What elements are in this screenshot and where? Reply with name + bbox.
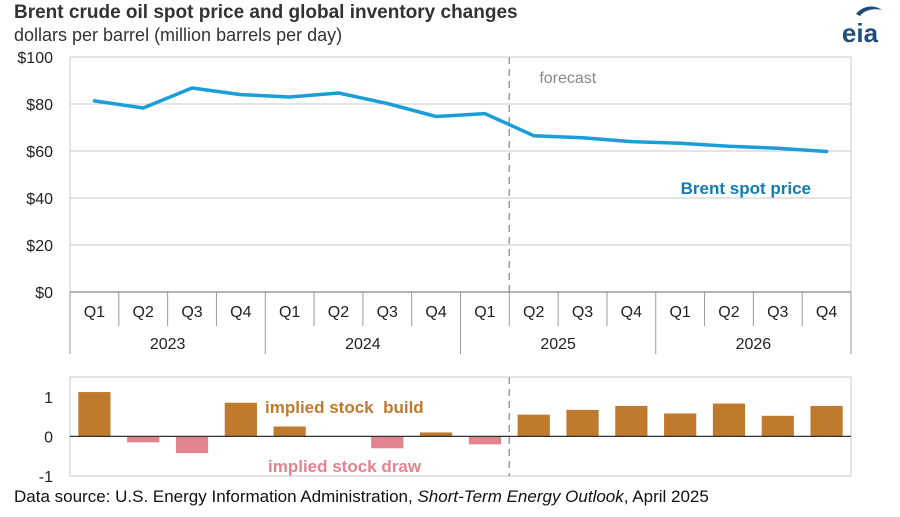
- price-series: [92, 86, 829, 154]
- inventory-bar: [175, 436, 209, 454]
- quarter-tick-label: Q3: [572, 304, 593, 321]
- inventory-panel: -1 0 1 implied stock build implied stock dr…: [39, 376, 852, 486]
- inventory-y-tick-labels: -1 0 1: [39, 390, 53, 486]
- inventory-bar: [566, 409, 599, 437]
- inventory-bar: [810, 405, 843, 437]
- quarter-tick-label: Q4: [816, 304, 837, 321]
- inventory-bar: [615, 405, 648, 437]
- inventory-bar: [761, 415, 794, 437]
- source-publication: Short-Term Energy Outlook: [417, 487, 624, 506]
- inventory-bar: [664, 413, 697, 437]
- price-y-tick-label: $100: [17, 50, 53, 67]
- quarter-tick-label: Q2: [133, 304, 154, 321]
- source-suffix: , April 2025: [623, 487, 709, 506]
- forecast-label: forecast: [539, 70, 596, 87]
- price-gridlines: [70, 56, 851, 246]
- price-y-tick-label: $0: [35, 285, 53, 302]
- inventory-plot-frame: [69, 376, 852, 477]
- quarter-tick-label: Q4: [425, 304, 446, 321]
- inventory-y-tick-label: -1: [39, 469, 53, 486]
- price-y-tick-labels: $0 $20 $40 $60 $80 $100: [17, 50, 53, 302]
- inventory-bar: [712, 403, 746, 437]
- implied-stock-build-label: implied stock build: [265, 398, 424, 417]
- price-plot-frame: [69, 57, 852, 292]
- quarter-tick-label: Q4: [621, 304, 642, 321]
- price-y-tick-label: $80: [26, 97, 53, 114]
- quarter-tick-label: Q2: [523, 304, 544, 321]
- inventory-bar: [273, 426, 306, 437]
- year-tick-label: 2023: [150, 336, 186, 353]
- year-tick-label: 2026: [736, 336, 772, 353]
- logo-text: eia: [842, 18, 879, 48]
- brent-series-label: Brent spot price: [681, 179, 811, 198]
- quarter-tick-label: Q1: [279, 304, 300, 321]
- implied-stock-draw-label: implied stock draw: [268, 457, 422, 476]
- price-panel: $0$20$40$60$80$100 Q1 Q2 Q3 Q4 Q1 Q2 Q3 Q4 Q1 Q2 Q…: [17, 50, 852, 354]
- price-y-tick-label: $40: [26, 191, 53, 208]
- chart-subtitle: dollars per barrel (million barrels per …: [14, 25, 343, 45]
- quarter-tick-label: Q2: [328, 304, 349, 321]
- inventory-bar: [517, 414, 550, 437]
- quarter-tick-label: Q1: [669, 304, 690, 321]
- inventory-bar: [371, 436, 404, 449]
- price-y-tick-label: $20: [26, 238, 53, 255]
- quarter-tick-label: Q1: [84, 304, 105, 321]
- quarter-tick-label: Q4: [230, 304, 251, 321]
- inventory-bar: [78, 392, 111, 437]
- quarter-tick-label: Q1: [474, 304, 495, 321]
- inventory-bar: [419, 432, 453, 437]
- source-prefix: Data source: U.S. Energy Information Adm…: [14, 487, 418, 506]
- inventory-bar: [468, 436, 502, 445]
- inventory-y-tick-label: 1: [44, 390, 53, 407]
- year-tick-label: 2024: [345, 336, 381, 353]
- chart-title: Brent crude oil spot price and global in…: [14, 2, 518, 23]
- inventory-bars: [78, 392, 843, 454]
- inventory-bar: [224, 402, 257, 437]
- data-source-note: Data source: U.S. Energy Information Adm…: [14, 487, 709, 507]
- inventory-bar: [127, 436, 160, 443]
- inventory-plot-border: [69, 376, 852, 477]
- quarter-tick-label: Q3: [767, 304, 788, 321]
- price-y-tick-label: $60: [26, 144, 53, 161]
- price-x-axis: Q1 Q2 Q3 Q4 Q1 Q2 Q3 Q4 Q1 Q2 Q3 Q4 Q1 Q2 Q3 Q4 2023 2024…: [69, 291, 852, 354]
- quarter-tick-label: Q3: [181, 304, 202, 321]
- logo-swoosh-icon: [856, 6, 882, 17]
- brent-price-line: [92, 86, 829, 154]
- quarter-tick-label: Q2: [718, 304, 739, 321]
- price-series-label: Brent spot price: [681, 179, 811, 198]
- quarter-tick-label: Q3: [377, 304, 398, 321]
- inventory-annotations: implied stock build implied stock draw: [265, 398, 424, 476]
- forecast-divider: forecast: [508, 57, 597, 292]
- eia-logo: eia: [842, 6, 882, 48]
- year-tick-label: 2025: [540, 336, 576, 353]
- inventory-y-tick-label: 0: [44, 429, 53, 446]
